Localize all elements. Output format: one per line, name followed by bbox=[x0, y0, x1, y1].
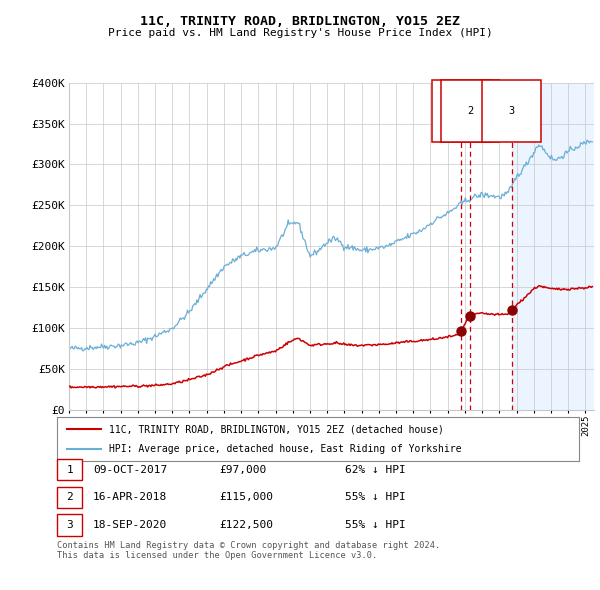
Text: 1: 1 bbox=[458, 106, 464, 116]
Text: £115,000: £115,000 bbox=[219, 493, 273, 502]
Text: 2: 2 bbox=[66, 493, 73, 502]
Text: 18-SEP-2020: 18-SEP-2020 bbox=[93, 520, 167, 530]
Bar bbox=[512, 83, 600, 410]
Text: 09-OCT-2017: 09-OCT-2017 bbox=[93, 465, 167, 474]
Text: 62% ↓ HPI: 62% ↓ HPI bbox=[345, 465, 406, 474]
Text: 16-APR-2018: 16-APR-2018 bbox=[93, 493, 167, 502]
Text: 2: 2 bbox=[467, 106, 473, 116]
Text: 55% ↓ HPI: 55% ↓ HPI bbox=[345, 493, 406, 502]
Text: 11C, TRINITY ROAD, BRIDLINGTON, YO15 2EZ (detached house): 11C, TRINITY ROAD, BRIDLINGTON, YO15 2EZ… bbox=[109, 424, 444, 434]
Text: Price paid vs. HM Land Registry's House Price Index (HPI): Price paid vs. HM Land Registry's House … bbox=[107, 28, 493, 38]
Text: 1: 1 bbox=[66, 465, 73, 474]
Text: 11C, TRINITY ROAD, BRIDLINGTON, YO15 2EZ: 11C, TRINITY ROAD, BRIDLINGTON, YO15 2EZ bbox=[140, 15, 460, 28]
Text: 55% ↓ HPI: 55% ↓ HPI bbox=[345, 520, 406, 530]
Text: £122,500: £122,500 bbox=[219, 520, 273, 530]
Text: 3: 3 bbox=[508, 106, 515, 116]
Text: £97,000: £97,000 bbox=[219, 465, 266, 474]
Text: 3: 3 bbox=[66, 520, 73, 530]
Text: HPI: Average price, detached house, East Riding of Yorkshire: HPI: Average price, detached house, East… bbox=[109, 444, 462, 454]
Text: Contains HM Land Registry data © Crown copyright and database right 2024.: Contains HM Land Registry data © Crown c… bbox=[57, 541, 440, 550]
Text: This data is licensed under the Open Government Licence v3.0.: This data is licensed under the Open Gov… bbox=[57, 552, 377, 560]
